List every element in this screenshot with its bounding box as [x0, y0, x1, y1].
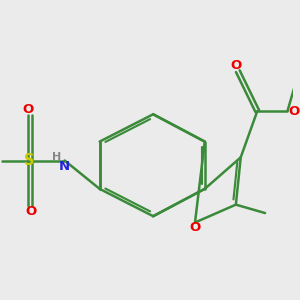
Text: O: O	[288, 105, 299, 118]
Text: N: N	[59, 160, 70, 173]
Text: S: S	[24, 153, 35, 168]
Text: O: O	[231, 59, 242, 72]
Text: O: O	[189, 221, 201, 234]
Text: O: O	[22, 103, 34, 116]
Text: H: H	[52, 152, 61, 162]
Text: O: O	[26, 205, 37, 218]
